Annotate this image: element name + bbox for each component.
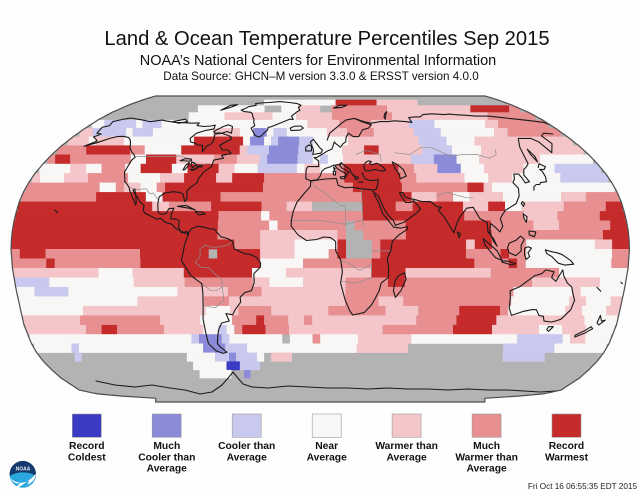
svg-text:Warmer than: Warmer than bbox=[375, 441, 438, 452]
svg-text:Fri Oct 16 06:55:35 EDT 2015: Fri Oct 16 06:55:35 EDT 2015 bbox=[528, 482, 638, 491]
svg-text:Average: Average bbox=[227, 452, 268, 463]
svg-text:NOAA’s National Centers for En: NOAA’s National Centers for Environmenta… bbox=[140, 53, 496, 69]
svg-text:Warmest: Warmest bbox=[545, 452, 589, 463]
svg-text:Average: Average bbox=[386, 452, 427, 463]
svg-text:Record: Record bbox=[549, 441, 584, 452]
svg-text:Average: Average bbox=[466, 464, 507, 475]
svg-text:Near: Near bbox=[315, 441, 338, 452]
svg-text:Data Source: GHCN–M version 3.: Data Source: GHCN–M version 3.3.0 & ERSS… bbox=[163, 70, 479, 83]
svg-text:Much: Much bbox=[153, 441, 180, 452]
svg-text:Average: Average bbox=[307, 452, 348, 463]
svg-text:Warmer than: Warmer than bbox=[455, 452, 518, 463]
svg-text:Land & Ocean Temperature Perce: Land & Ocean Temperature Percentiles Sep… bbox=[104, 28, 549, 50]
svg-text:Cooler than: Cooler than bbox=[218, 441, 275, 452]
svg-text:Much: Much bbox=[473, 441, 500, 452]
svg-text:Record: Record bbox=[69, 441, 104, 452]
svg-text:NOAA: NOAA bbox=[16, 466, 31, 472]
svg-text:Cooler than: Cooler than bbox=[138, 452, 195, 463]
svg-text:Coldest: Coldest bbox=[68, 452, 106, 463]
svg-text:Average: Average bbox=[147, 464, 188, 475]
